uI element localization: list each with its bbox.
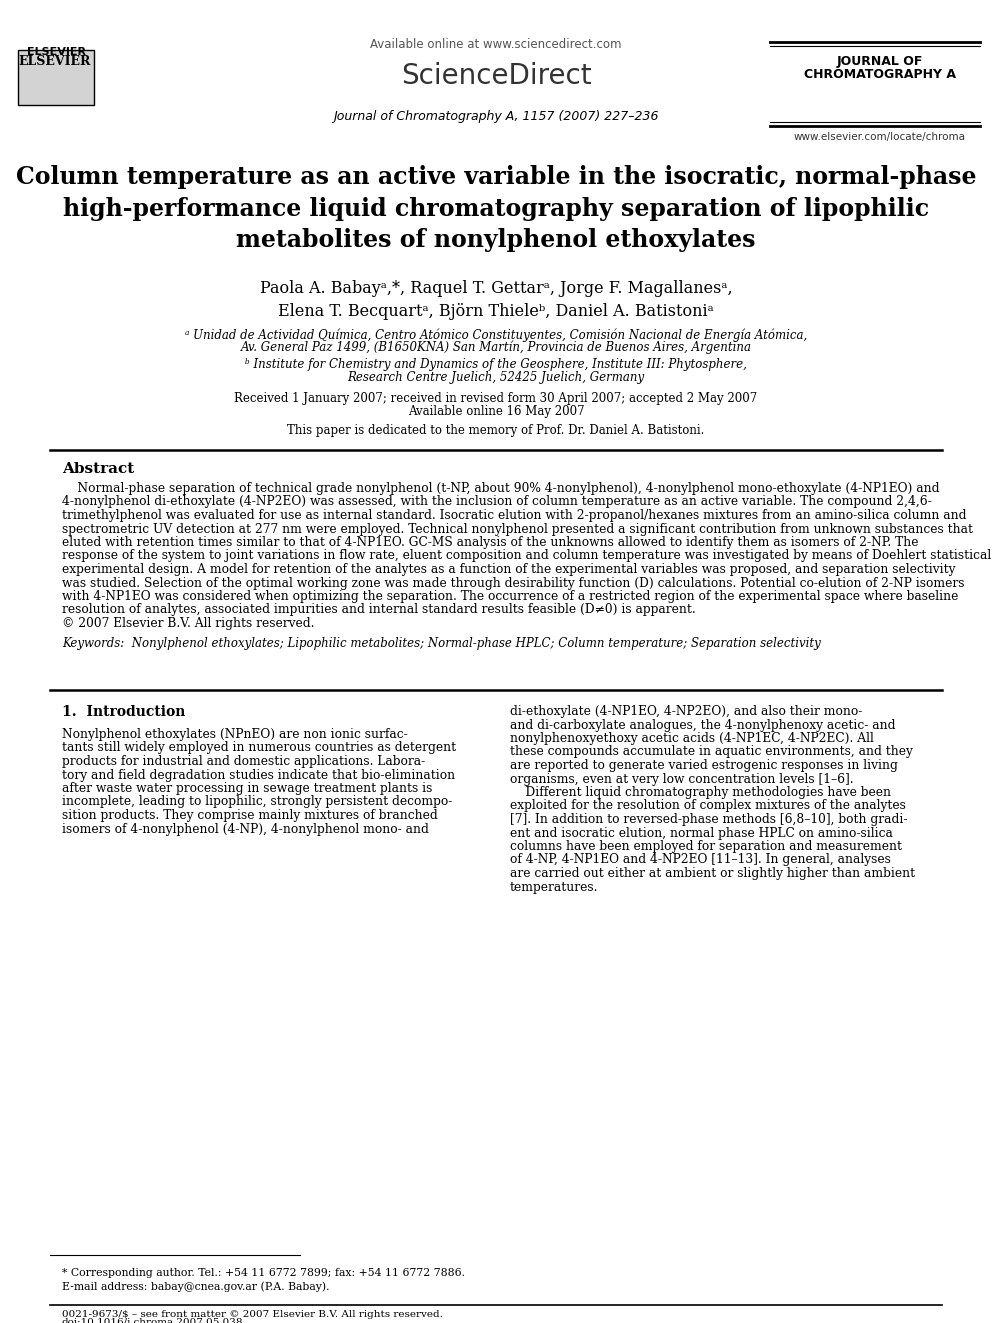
Text: Normal-phase separation of technical grade nonylphenol (t-NP, about 90% 4-nonylp: Normal-phase separation of technical gra… [62,482,939,495]
Text: trimethylphenol was evaluated for use as internal standard. Isocratic elution wi: trimethylphenol was evaluated for use as… [62,509,966,523]
Text: CHROMATOGRAPHY A: CHROMATOGRAPHY A [804,67,956,81]
Text: * Corresponding author. Tel.: +54 11 6772 7899; fax: +54 11 6772 7886.: * Corresponding author. Tel.: +54 11 677… [62,1267,465,1278]
Text: and di-carboxylate analogues, the 4-nonylphenoxy acetic- and: and di-carboxylate analogues, the 4-nony… [510,718,896,732]
Text: isomers of 4-nonylphenol (4-NP), 4-nonylphenol mono- and: isomers of 4-nonylphenol (4-NP), 4-nonyl… [62,823,429,836]
Text: ent and isocratic elution, normal phase HPLC on amino-silica: ent and isocratic elution, normal phase … [510,827,893,840]
Text: Av. General Paz 1499, (B1650KNA) San Martín, Provincia de Buenos Aires, Argentin: Av. General Paz 1499, (B1650KNA) San Mar… [240,341,752,355]
Text: eluted with retention times similar to that of 4-NP1EO. GC-MS analysis of the un: eluted with retention times similar to t… [62,536,919,549]
Text: di-ethoxylate (4-NP1EO, 4-NP2EO), and also their mono-: di-ethoxylate (4-NP1EO, 4-NP2EO), and al… [510,705,862,718]
Text: Available online at www.sciencedirect.com: Available online at www.sciencedirect.co… [370,38,622,52]
Text: nonylphenoxyethoxy acetic acids (4-NP1EC, 4-NP2EC). All: nonylphenoxyethoxy acetic acids (4-NP1EC… [510,732,874,745]
Text: JOURNAL OF: JOURNAL OF [837,56,924,67]
Text: of 4-NP, 4-NP1EO and 4-NP2EO [11–13]. In general, analyses: of 4-NP, 4-NP1EO and 4-NP2EO [11–13]. In… [510,853,891,867]
Text: Abstract: Abstract [62,462,134,476]
Text: temperatures.: temperatures. [510,881,598,893]
Text: [7]. In addition to reversed-phase methods [6,8–10], both gradi-: [7]. In addition to reversed-phase metho… [510,814,908,826]
Text: Different liquid chromatography methodologies have been: Different liquid chromatography methodol… [510,786,891,799]
Text: doi:10.1016/j.chroma.2007.05.038: doi:10.1016/j.chroma.2007.05.038 [62,1318,243,1323]
Text: ELSEVIER: ELSEVIER [19,56,91,67]
Text: are carried out either at ambient or slightly higher than ambient: are carried out either at ambient or sli… [510,867,916,880]
Text: exploited for the resolution of complex mixtures of the analytes: exploited for the resolution of complex … [510,799,906,812]
Text: ᵇ Institute for Chemistry and Dynamics of the Geosphere, Institute III: Phytosph: ᵇ Institute for Chemistry and Dynamics o… [245,359,747,370]
Text: response of the system to joint variations in flow rate, eluent composition and : response of the system to joint variatio… [62,549,991,562]
Text: columns have been employed for separation and measurement: columns have been employed for separatio… [510,840,902,853]
Text: 0021-9673/$ – see front matter © 2007 Elsevier B.V. All rights reserved.: 0021-9673/$ – see front matter © 2007 El… [62,1310,442,1319]
Text: Received 1 January 2007; received in revised form 30 April 2007; accepted 2 May : Received 1 January 2007; received in rev… [234,392,758,405]
Text: tory and field degradation studies indicate that bio-elimination: tory and field degradation studies indic… [62,769,455,782]
Text: spectrometric UV detection at 277 nm were employed. Technical nonylphenol presen: spectrometric UV detection at 277 nm wer… [62,523,973,536]
Text: ᵃ Unidad de Actividad Química, Centro Atómico Constituyentes, Comisión Nacional : ᵃ Unidad de Actividad Química, Centro At… [185,328,807,341]
Text: Nonylphenol ethoxylates (NPnEO) are non ionic surfac-: Nonylphenol ethoxylates (NPnEO) are non … [62,728,408,741]
Text: Available online 16 May 2007: Available online 16 May 2007 [408,405,584,418]
Text: organisms, even at very low concentration levels [1–6].: organisms, even at very low concentratio… [510,773,854,786]
Bar [18,50,94,105]
Text: © 2007 Elsevier B.V. All rights reserved.: © 2007 Elsevier B.V. All rights reserved… [62,617,314,630]
Text: with 4-NP1EO was considered when optimizing the separation. The occurrence of a : with 4-NP1EO was considered when optimiz… [62,590,958,603]
Text: 1.  Introduction: 1. Introduction [62,705,186,718]
Text: Journal of Chromatography A, 1157 (2007) 227–236: Journal of Chromatography A, 1157 (2007)… [333,110,659,123]
Text: these compounds accumulate in aquatic environments, and they: these compounds accumulate in aquatic en… [510,745,913,758]
Text: Paola A. Babayᵃ,*, Raquel T. Gettarᵃ, Jorge F. Magallanesᵃ,
Elena T. Becquartᵃ, : Paola A. Babayᵃ,*, Raquel T. Gettarᵃ, Jo… [260,280,732,320]
Text: sition products. They comprise mainly mixtures of branched: sition products. They comprise mainly mi… [62,808,437,822]
Text: resolution of analytes, associated impurities and internal standard results feas: resolution of analytes, associated impur… [62,603,695,617]
Text: products for industrial and domestic applications. Labora-: products for industrial and domestic app… [62,755,426,767]
Text: 4-nonylphenol di-ethoxylate (4-NP2EO) was assessed, with the inclusion of column: 4-nonylphenol di-ethoxylate (4-NP2EO) wa… [62,496,931,508]
Text: This paper is dedicated to the memory of Prof. Dr. Daniel A. Batistoni.: This paper is dedicated to the memory of… [288,423,704,437]
Text: are reported to generate varied estrogenic responses in living: are reported to generate varied estrogen… [510,759,898,773]
Text: incomplete, leading to lipophilic, strongly persistent decompo-: incomplete, leading to lipophilic, stron… [62,795,452,808]
Text: was studied. Selection of the optimal working zone was made through desirability: was studied. Selection of the optimal wo… [62,577,964,590]
Text: ScienceDirect: ScienceDirect [401,62,591,90]
Text: tants still widely employed in numerous countries as detergent: tants still widely employed in numerous … [62,741,456,754]
Text: Research Centre Juelich, 52425 Juelich, Germany: Research Centre Juelich, 52425 Juelich, … [347,370,645,384]
Text: experimental design. A model for retention of the analytes as a function of the : experimental design. A model for retenti… [62,564,955,576]
Text: www.elsevier.com/locate/chroma: www.elsevier.com/locate/chroma [794,132,966,142]
Text: Column temperature as an active variable in the isocratic, normal-phase
high-per: Column temperature as an active variable… [16,165,976,253]
Text: Keywords:  Nonylphenol ethoxylates; Lipophilic metabolites; Normal-phase HPLC; C: Keywords: Nonylphenol ethoxylates; Lipop… [62,636,820,650]
Text: E-mail address: babay@cnea.gov.ar (P.A. Babay).: E-mail address: babay@cnea.gov.ar (P.A. … [62,1281,329,1291]
Text: ELSEVIER: ELSEVIER [28,48,86,57]
Text: after waste water processing in sewage treatment plants is: after waste water processing in sewage t… [62,782,433,795]
